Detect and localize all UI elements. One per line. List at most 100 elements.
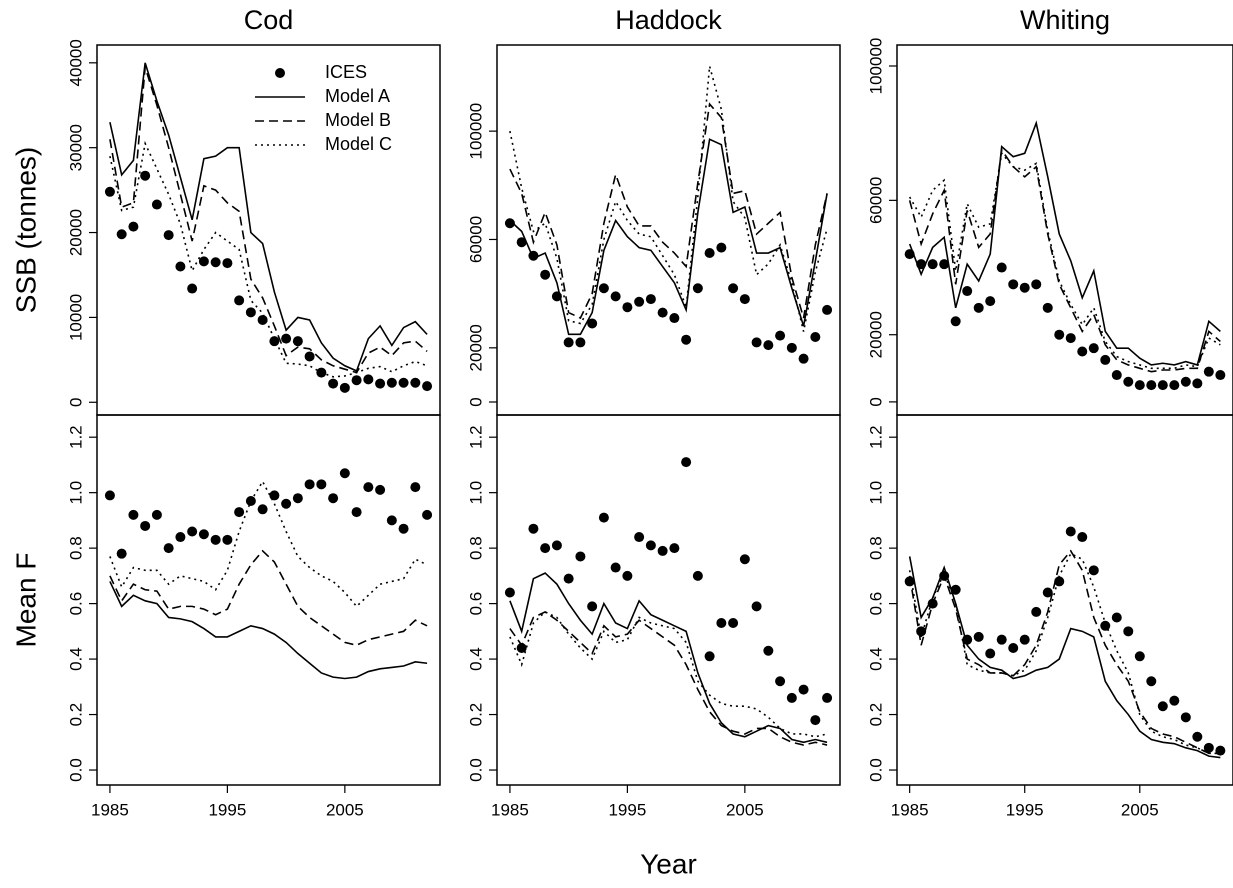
legend-label: Model C xyxy=(325,134,392,154)
ices-point xyxy=(1203,366,1214,377)
ices-point xyxy=(985,296,996,307)
ices-point xyxy=(316,479,327,490)
ices-point xyxy=(1031,606,1042,617)
ices-point xyxy=(657,545,668,556)
x-tick-label: 1985 xyxy=(91,800,129,819)
ices-point xyxy=(128,221,139,232)
ices-point xyxy=(728,283,739,294)
ices-point xyxy=(1111,370,1122,381)
ices-point xyxy=(634,532,645,543)
y-tick-label: 1.0 xyxy=(466,481,485,505)
ices-point xyxy=(610,291,621,302)
y-tick-label: 0.4 xyxy=(66,647,85,671)
ices-point xyxy=(1077,346,1088,357)
ices-point xyxy=(634,296,645,307)
ices-point xyxy=(587,318,598,329)
ices-point xyxy=(962,286,973,297)
panel: 0 20000 60000 100000 Haddock xyxy=(466,5,841,416)
ices-point xyxy=(950,584,961,595)
model-line xyxy=(109,140,428,378)
ices-point xyxy=(669,543,680,554)
ices-point xyxy=(1134,651,1145,662)
ices-point xyxy=(716,242,727,253)
ices-point xyxy=(1111,612,1122,623)
model-line xyxy=(908,556,1221,759)
model-line xyxy=(509,102,828,320)
ices-point xyxy=(1146,380,1157,391)
ices-point xyxy=(175,261,186,272)
y-tick-label: 1.0 xyxy=(66,481,85,505)
legend-symbol xyxy=(275,68,285,78)
ices-point xyxy=(1134,380,1145,391)
legend-label: Model B xyxy=(325,110,391,130)
ices-point xyxy=(234,295,245,306)
ices-point xyxy=(339,468,350,479)
ices-point xyxy=(598,283,609,294)
y-tick-label: 0 xyxy=(866,397,885,406)
ices-point xyxy=(996,262,1007,273)
x-tick-label: 1995 xyxy=(608,800,646,819)
ices-point xyxy=(1169,380,1180,391)
ices-point xyxy=(1123,376,1134,387)
ices-point xyxy=(927,259,938,270)
y-tick-label: 30000 xyxy=(66,124,85,171)
ices-point xyxy=(351,375,362,386)
ices-point xyxy=(669,313,680,324)
ices-point xyxy=(504,587,515,598)
ices-point xyxy=(104,490,115,501)
ices-point xyxy=(1065,333,1076,344)
ices-point xyxy=(540,543,551,554)
y-tick-label: 0.0 xyxy=(866,758,885,782)
panel-border xyxy=(896,44,1233,416)
panel-title: Haddock xyxy=(615,5,722,35)
ices-point xyxy=(1192,378,1203,389)
y-axis-label: Mean F xyxy=(10,553,41,648)
ices-point xyxy=(1157,701,1168,712)
ices-point xyxy=(1169,695,1180,706)
y-tick-label: 0.8 xyxy=(466,536,485,560)
ices-point xyxy=(1042,302,1053,313)
ices-point xyxy=(386,377,397,388)
panel-title: Cod xyxy=(244,5,294,35)
ices-point xyxy=(116,548,127,559)
model-line xyxy=(908,549,1221,755)
y-tick-label: 0.6 xyxy=(66,592,85,616)
ices-point xyxy=(1100,354,1111,365)
ices-point xyxy=(587,601,598,612)
y-tick-label: 20000 xyxy=(66,209,85,256)
ices-point xyxy=(422,381,433,392)
ices-point xyxy=(551,540,562,551)
model-line xyxy=(509,65,828,332)
ices-point xyxy=(292,336,303,347)
ices-point xyxy=(304,351,315,362)
ices-point xyxy=(140,170,151,181)
legend-label: Model A xyxy=(325,86,390,106)
ices-point xyxy=(563,573,574,584)
ices-point xyxy=(575,551,586,562)
y-tick-label: 60000 xyxy=(866,177,885,224)
ices-point xyxy=(128,509,139,520)
ices-point xyxy=(950,316,961,327)
panel-border xyxy=(496,44,841,416)
y-axis-label: SSB (tonnes) xyxy=(10,147,41,314)
y-tick-label: 100000 xyxy=(866,38,885,95)
x-tick-label: 1985 xyxy=(891,800,929,819)
ices-point xyxy=(973,302,984,313)
ices-point xyxy=(1203,742,1214,753)
panel: 0.0 0.2 0.4 0.6 0.8 1.0 1.2 1985 1995 2005 Mean F xyxy=(10,414,441,819)
ices-point xyxy=(375,378,386,389)
ices-point xyxy=(528,523,539,534)
ices-point xyxy=(1019,634,1030,645)
x-tick-label: 1995 xyxy=(1006,800,1044,819)
panel-border xyxy=(496,414,841,786)
y-tick-label: 0.2 xyxy=(466,703,485,727)
model-line xyxy=(109,549,428,647)
model-line xyxy=(109,479,428,608)
y-tick-label: 0.6 xyxy=(466,592,485,616)
y-tick-label: 20000 xyxy=(466,324,485,371)
ices-point xyxy=(692,570,703,581)
ices-point xyxy=(751,337,762,348)
y-tick-label: 60000 xyxy=(466,216,485,263)
y-tick-label: 20000 xyxy=(866,311,885,358)
